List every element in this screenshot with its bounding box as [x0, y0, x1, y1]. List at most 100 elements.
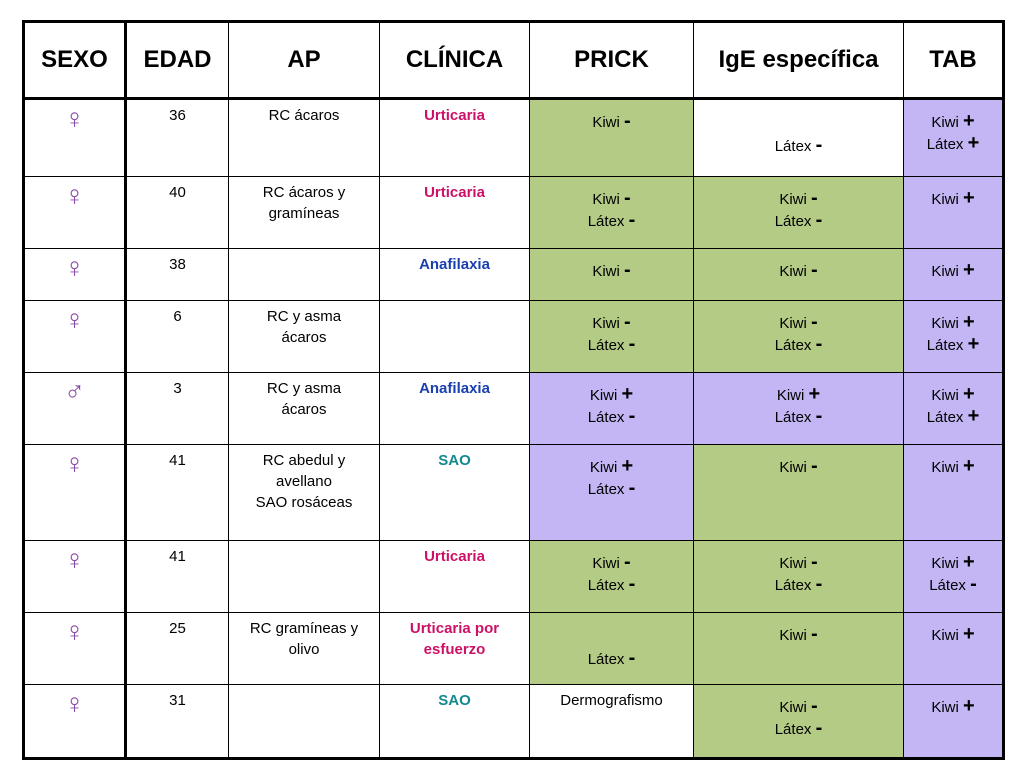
- result-line: Kiwi -: [530, 312, 693, 334]
- result-sign: +: [808, 383, 821, 405]
- result-sign: -: [628, 573, 636, 595]
- table-row: ♀ 6 RC y asma ácaros Kiwi - Látex - Kiwi - Láte…: [23, 300, 1004, 373]
- result-label: Látex: [587, 481, 625, 498]
- table-row: ♀ 31 SAO Dermografismo Kiwi - Látex - Kiwi +: [23, 684, 1004, 759]
- female-symbol-icon: ♀: [23, 300, 127, 373]
- result-label: Kiwi: [931, 263, 959, 280]
- result-label: Kiwi: [931, 114, 959, 131]
- ap-line: RC ácaros y: [262, 184, 346, 201]
- table-row: ♂ 3 RC y asma ácaros Anafilaxia Kiwi + Látex -…: [23, 372, 1004, 445]
- ige-cell: Látex -: [693, 98, 904, 177]
- result-label: Látex: [587, 409, 625, 426]
- result-sign: -: [815, 405, 823, 427]
- clinica-cell: Urticaria: [379, 540, 530, 613]
- result-line: Kiwi +: [694, 384, 903, 406]
- result-line: Kiwi -: [530, 188, 693, 210]
- result-sign: +: [963, 623, 975, 645]
- ige-cell: Kiwi -: [693, 248, 904, 301]
- result-label: Látex: [926, 409, 964, 426]
- ap-line: RC abedul y: [262, 452, 346, 469]
- result-label: Kiwi: [779, 699, 807, 716]
- result-label: Kiwi: [592, 555, 620, 572]
- result-line: Kiwi -: [694, 696, 903, 718]
- result-sign: -: [815, 717, 823, 739]
- result-label: Látex: [587, 337, 625, 354]
- result-line: Látex +: [904, 406, 1002, 428]
- result-label: Látex: [587, 213, 625, 230]
- result-label: Kiwi: [776, 387, 805, 404]
- prick-cell: Kiwi + Látex -: [529, 444, 694, 541]
- ige-cell: Kiwi -: [693, 612, 904, 685]
- prick-cell: Kiwi - Látex -: [529, 176, 694, 249]
- result-label: Kiwi: [931, 191, 959, 208]
- result-label: Kiwi: [931, 315, 959, 332]
- tab-cell: Kiwi +: [903, 684, 1004, 759]
- result-label: Kiwi: [592, 263, 620, 280]
- result-label: Kiwi: [779, 263, 807, 280]
- result-line: Látex -: [530, 406, 693, 428]
- clinica-line: Urticaria: [424, 548, 485, 565]
- ap-line: RC y asma: [266, 380, 342, 397]
- result-label: Látex: [774, 213, 812, 230]
- result-line: Kiwi -: [694, 260, 903, 282]
- result-sign: -: [811, 259, 818, 281]
- ige-cell: Kiwi - Látex -: [693, 540, 904, 613]
- result-sign: -: [970, 573, 977, 595]
- result-line: Dermografismo: [530, 690, 693, 711]
- ap-line: RC ácaros: [268, 107, 340, 124]
- result-line: Látex -: [904, 574, 1002, 596]
- table-row: ♀ 40 RC ácaros y gramíneas Urticaria Kiwi - Lá…: [23, 176, 1004, 249]
- table-row: ♀ 41 Urticaria Kiwi - Látex - Kiwi - Látex - Ki…: [23, 540, 1004, 613]
- result-line: Látex -: [530, 210, 693, 232]
- ap-cell: RC y asma ácaros: [228, 300, 380, 373]
- prick-cell: Kiwi - Látex -: [529, 300, 694, 373]
- header-edad: EDAD: [125, 21, 229, 100]
- female-symbol-icon: ♀: [23, 248, 127, 301]
- result-label: Látex: [926, 136, 964, 153]
- result-label: Látex: [774, 721, 812, 738]
- result-sign: +: [621, 455, 634, 477]
- result-line: Kiwi +: [904, 696, 1002, 718]
- result-label: Kiwi: [779, 191, 807, 208]
- tab-cell: Kiwi +: [903, 248, 1004, 301]
- result-label: Kiwi: [779, 627, 807, 644]
- prick-cell: Látex -: [529, 612, 694, 685]
- result-line: Látex -: [530, 574, 693, 596]
- result-label: Kiwi: [589, 459, 618, 476]
- result-label: Kiwi: [592, 191, 620, 208]
- age-cell: 40: [125, 176, 229, 249]
- ige-cell: Kiwi + Látex -: [693, 372, 904, 445]
- result-line: Kiwi -: [694, 624, 903, 646]
- table-row: ♀ 25 RC gramíneas y olivo Urticaria por esfue…: [23, 612, 1004, 685]
- result-sign: -: [811, 187, 818, 209]
- age-cell: 36: [125, 98, 229, 177]
- result-sign: +: [621, 383, 634, 405]
- results-table: SEXO EDAD AP CLÍNICA PRICK IgE específic…: [22, 20, 1005, 760]
- female-symbol-icon: ♀: [23, 612, 127, 685]
- result-label: Kiwi: [592, 315, 620, 332]
- tab-cell: Kiwi + Látex +: [903, 98, 1004, 177]
- result-label: Kiwi: [779, 555, 807, 572]
- result-sign: -: [811, 695, 818, 717]
- tab-cell: Kiwi + Látex +: [903, 372, 1004, 445]
- clinica-cell: [379, 300, 530, 373]
- header-prick: PRICK: [529, 21, 694, 100]
- prick-cell: Kiwi - Látex -: [529, 540, 694, 613]
- ap-line: RC gramíneas y: [249, 620, 359, 637]
- ap-line: gramíneas: [268, 205, 340, 222]
- header-row: SEXO EDAD AP CLÍNICA PRICK IgE específic…: [23, 21, 1004, 100]
- clinica-line: Anafilaxia: [419, 256, 490, 273]
- clinica-line: SAO: [438, 452, 471, 469]
- result-label: Kiwi: [931, 699, 959, 716]
- result-sign: -: [624, 311, 631, 333]
- clinica-cell: Urticaria: [379, 176, 530, 249]
- female-symbol-icon: ♀: [23, 684, 127, 759]
- result-sign: -: [628, 405, 636, 427]
- header-clinica: CLÍNICA: [379, 21, 530, 100]
- clinica-cell: Anafilaxia: [379, 248, 530, 301]
- result-sign: -: [811, 551, 818, 573]
- age-cell: 41: [125, 540, 229, 613]
- result-sign: -: [815, 333, 823, 355]
- result-line: Látex -: [530, 478, 693, 500]
- ap-cell: [228, 248, 380, 301]
